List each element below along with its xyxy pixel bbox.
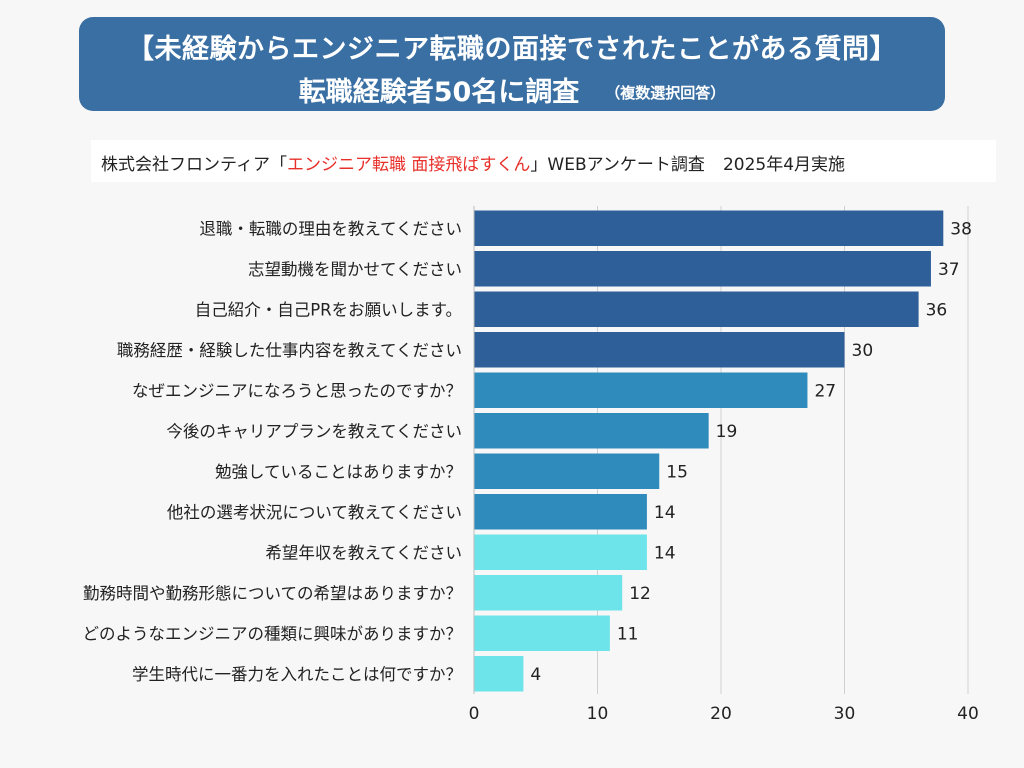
category-label: 職務経歴・経験した仕事内容を教えてください [117,341,462,360]
x-tick-label: 20 [710,704,732,724]
data-label: 14 [654,503,676,523]
data-label: 38 [950,219,972,239]
bar [474,575,623,611]
category-label: 勉強していることはありますか？ [215,462,462,481]
data-label: 30 [852,341,874,361]
data-label: 12 [629,584,651,604]
bar [474,291,919,327]
data-label: 27 [814,381,836,401]
bar [474,332,845,368]
bar [474,656,524,692]
source-highlight: エンジニア転職 面接飛ばすくん [286,155,531,175]
bar [474,372,808,408]
x-tick-label: 40 [957,704,979,724]
category-label: 自己紹介・自己PRをお願いします。 [195,300,462,319]
source-box: 株式会社フロンティア「エンジニア転職 面接飛ばすくん」WEBアンケート調査 202… [91,140,996,182]
subtitle-note: （複数選択回答） [605,84,726,102]
data-label: 37 [938,260,960,280]
source-prefix: 株式会社フロンティア「 [101,155,287,175]
bar [474,210,944,246]
category-label: 学生時代に一番力を入れたことは何ですか？ [132,665,462,684]
category-label: なぜエンジニアになろうと思ったのですか？ [132,381,462,400]
category-label: 他社の選考状況について教えてください [167,503,462,522]
source-suffix: 」WEBアンケート調査 [530,155,705,175]
data-label: 11 [617,624,639,644]
data-label: 36 [926,300,948,320]
data-label: 4 [530,665,541,685]
x-tick-label: 0 [469,704,480,724]
data-label: 14 [654,543,676,563]
bar [474,534,647,570]
chart-subtitle: 転職経験者50名に調査 （複数選択回答） [79,70,945,109]
bar [474,413,709,449]
category-label: どのようなエンジニアの種類に興味がありますか？ [83,624,463,643]
bar [474,615,610,651]
category-label: 今後のキャリアプランを教えてください [166,422,462,441]
source-text: 株式会社フロンティア「エンジニア転職 面接飛ばすくん」WEBアンケート調査 202… [101,150,845,175]
category-label: 希望年収を教えてください [265,543,462,562]
category-label: 勤務時間や勤務形態についての希望はありますか？ [83,584,462,603]
category-label: 退職・転職の理由を教えてください [199,219,462,238]
data-label: 19 [716,422,738,442]
subtitle-text: 転職経験者50名に調査 [298,77,580,108]
bar [474,251,931,287]
source-date: 2025年4月実施 [722,155,846,175]
data-label: 15 [666,462,688,482]
bar [474,453,660,489]
x-tick-label: 30 [834,704,856,724]
chart-title: 【未経験からエンジニア転職の面接でされたことがある質問】 [127,34,897,65]
title-banner: 【未経験からエンジニア転職の面接でされたことがある質問】 転職経験者50名に調査… [79,17,945,111]
category-label: 志望動機を聞かせてください [248,260,462,279]
bar [474,494,647,530]
x-tick-label: 10 [587,704,609,724]
